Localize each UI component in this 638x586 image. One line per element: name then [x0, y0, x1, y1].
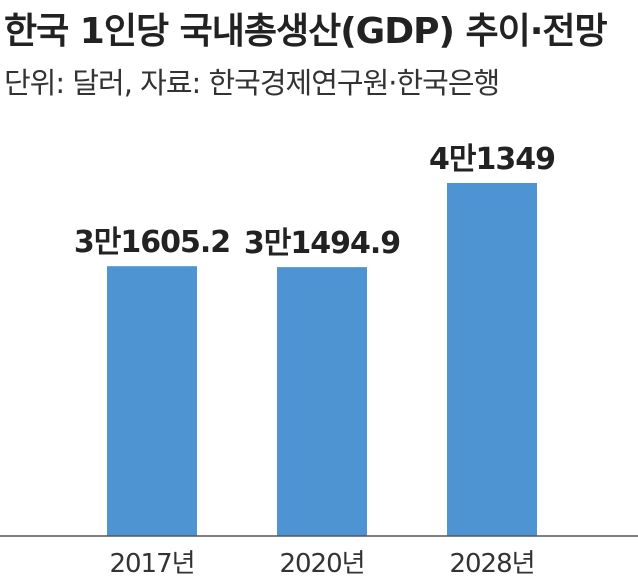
chart-subtitle: 단위: 달러, 자료: 한국경제연구원·한국은행: [4, 66, 500, 100]
bar-2017년: [107, 266, 197, 536]
bars-group: [107, 183, 537, 536]
bar-2020년: [277, 267, 367, 536]
chart-title: 한국 1인당 국내총생산(GDP) 추이·전망: [4, 11, 608, 52]
x-tick-labels-group: 2017년 2020년 2028년: [109, 549, 535, 579]
data-label: 3만1605.2: [74, 225, 230, 260]
x-tick-label: 2028년: [449, 549, 534, 579]
x-tick-label: 2017년: [109, 549, 194, 579]
x-tick-label: 2020년: [279, 549, 364, 579]
bar-2028년: [447, 183, 537, 536]
data-label: 4만1349: [429, 142, 555, 177]
data-label: 3만1494.9: [244, 226, 400, 261]
data-labels-group: 3만1605.2 3만1494.9 4만1349: [74, 142, 556, 261]
